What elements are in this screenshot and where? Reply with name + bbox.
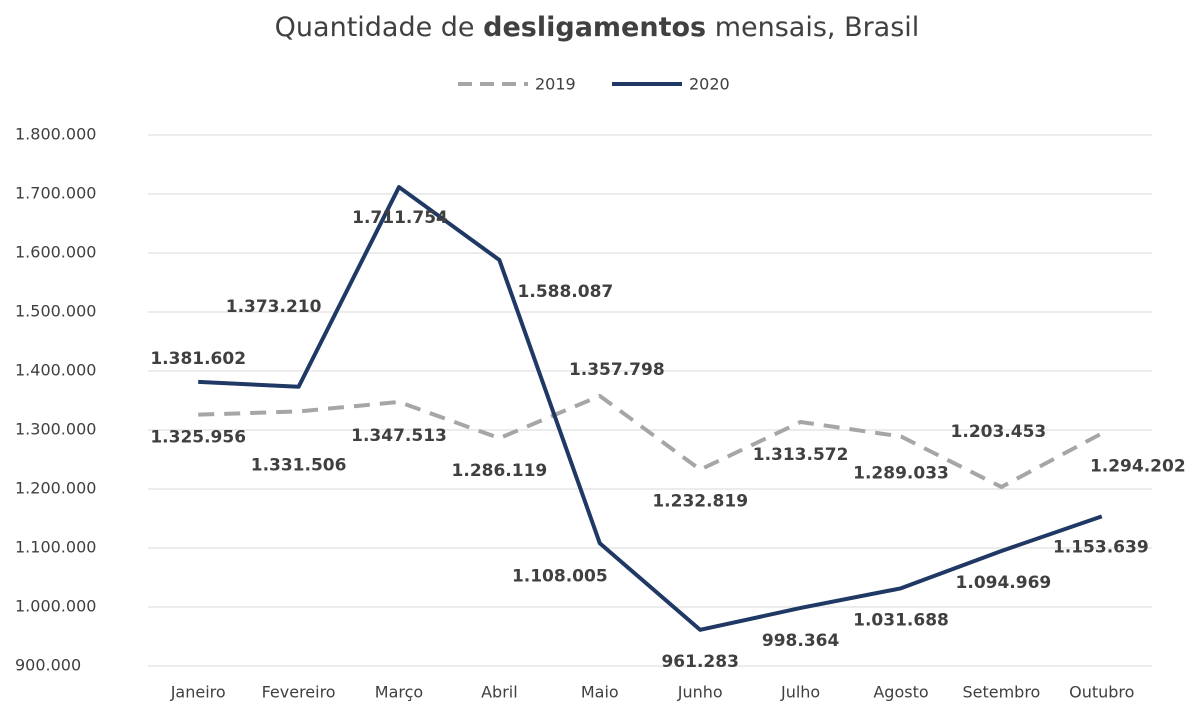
y-tick-label: 1.400.000 bbox=[15, 361, 96, 380]
data-label: 1.203.453 bbox=[951, 422, 1047, 442]
y-tick-label: 1.500.000 bbox=[15, 302, 96, 321]
title-part: Quantidade de bbox=[275, 12, 483, 43]
data-label: 1.232.819 bbox=[652, 492, 748, 512]
x-tick-label: Setembro bbox=[962, 683, 1040, 702]
x-tick-label: Junho bbox=[677, 683, 723, 702]
x-tick-label: Agosto bbox=[873, 683, 928, 702]
data-label: 1.381.602 bbox=[150, 349, 246, 369]
data-label: 1.588.087 bbox=[518, 282, 614, 302]
x-tick-label: Fevereiro bbox=[262, 683, 336, 702]
y-tick-label: 1.100.000 bbox=[15, 538, 96, 557]
y-tick-label: 1.600.000 bbox=[15, 243, 96, 262]
data-label: 1.108.005 bbox=[512, 566, 608, 586]
title-part: mensais, Brasil bbox=[706, 12, 919, 43]
data-label: 1.325.956 bbox=[150, 428, 246, 448]
x-tick-label: Abril bbox=[481, 683, 518, 702]
data-label: 1.094.969 bbox=[956, 573, 1052, 593]
data-label: 961.283 bbox=[661, 652, 738, 672]
y-tick-label: 1.300.000 bbox=[15, 420, 96, 439]
x-tick-label: Janeiro bbox=[170, 683, 226, 702]
y-tick-label: 900.000 bbox=[15, 656, 81, 675]
x-tick-label: Julho bbox=[780, 683, 820, 702]
x-tick-label: Outubro bbox=[1069, 683, 1134, 702]
data-label: 998.364 bbox=[762, 631, 840, 651]
y-tick-label: 1.200.000 bbox=[15, 479, 96, 498]
legend-label: 2020 bbox=[689, 75, 730, 94]
data-label: 1.373.210 bbox=[226, 297, 322, 317]
data-label: 1.357.798 bbox=[569, 360, 665, 380]
data-label: 1.153.639 bbox=[1053, 537, 1149, 557]
title-part: desligamentos bbox=[483, 12, 706, 43]
data-label: 1.031.688 bbox=[853, 610, 949, 630]
data-label: 1.294.202 bbox=[1090, 456, 1186, 476]
chart-title: Quantidade de desligamentos mensais, Bra… bbox=[275, 12, 920, 43]
data-label: 1.347.513 bbox=[351, 426, 447, 446]
legend-label: 2019 bbox=[535, 75, 576, 94]
series-line bbox=[198, 393, 1103, 489]
y-tick-label: 1.800.000 bbox=[15, 125, 96, 144]
data-label: 1.313.572 bbox=[753, 445, 849, 465]
data-label: 1.331.506 bbox=[251, 455, 347, 475]
x-tick-label: Maio bbox=[581, 683, 619, 702]
data-label: 1.289.033 bbox=[853, 463, 949, 483]
y-tick-label: 1.000.000 bbox=[15, 597, 96, 616]
series-line bbox=[198, 185, 1103, 632]
x-tick-label: Março bbox=[375, 683, 423, 702]
y-tick-label: 1.700.000 bbox=[15, 184, 96, 203]
data-label: 1.286.119 bbox=[452, 461, 548, 481]
data-label: 1.711.754 bbox=[352, 208, 448, 228]
